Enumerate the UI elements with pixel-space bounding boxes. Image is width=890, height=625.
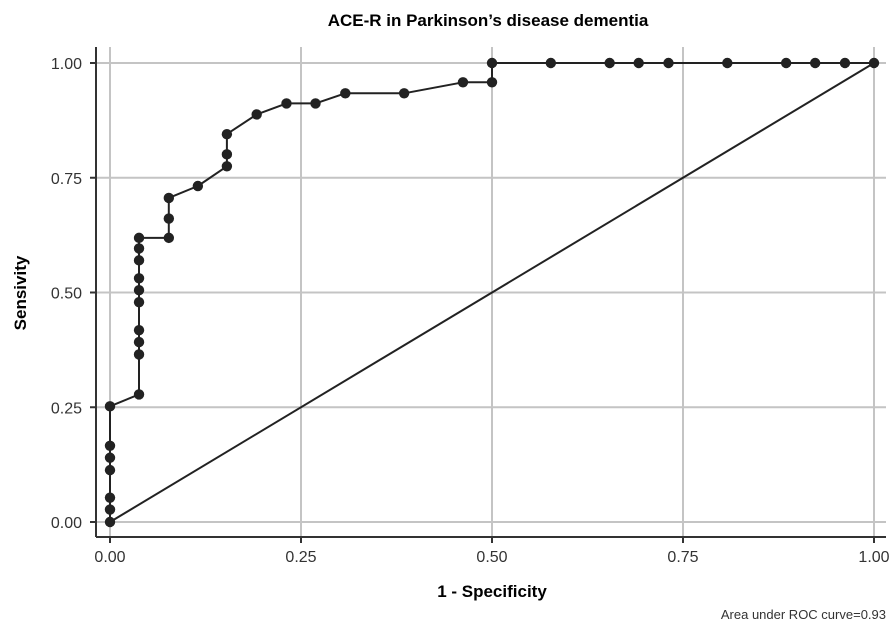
roc-point: [458, 77, 468, 87]
roc-point: [633, 58, 643, 68]
roc-point: [399, 88, 409, 98]
roc-point: [222, 149, 232, 159]
roc-point: [487, 77, 497, 87]
roc-point: [722, 58, 732, 68]
roc-point: [487, 58, 497, 68]
roc-point: [251, 109, 261, 119]
roc-point: [869, 58, 879, 68]
y-tick-label: 0.00: [51, 515, 82, 532]
roc-point: [134, 297, 144, 307]
roc-point: [164, 193, 174, 203]
y-tick-label: 0.25: [51, 400, 82, 417]
roc-point: [810, 58, 820, 68]
x-tick-label: 0.50: [476, 549, 507, 566]
roc-point: [164, 213, 174, 223]
roc-point: [134, 273, 144, 283]
roc-point: [105, 504, 115, 514]
y-axis-label: Sensivity: [11, 255, 30, 330]
y-tick-label: 0.50: [51, 286, 82, 303]
roc-point: [134, 255, 144, 265]
roc-point: [222, 129, 232, 139]
roc-point: [105, 492, 115, 502]
x-tick-labels: 0.00 0.25 0.50 0.75 1.00: [94, 549, 889, 566]
roc-point: [781, 58, 791, 68]
roc-point: [134, 285, 144, 295]
x-tick-label: 0.75: [667, 549, 698, 566]
roc-point: [134, 337, 144, 347]
x-tick-label: 1.00: [858, 549, 889, 566]
roc-point: [340, 88, 350, 98]
roc-point: [105, 401, 115, 411]
roc-point: [105, 517, 115, 527]
auc-annotation: Area under ROC curve=0.93: [721, 607, 886, 622]
chart-title: ACE-R in Parkinson’s disease dementia: [328, 11, 649, 30]
roc-point: [663, 58, 673, 68]
roc-point: [546, 58, 556, 68]
roc-point: [310, 98, 320, 108]
x-tick-label: 0.25: [285, 549, 316, 566]
roc-point: [105, 441, 115, 451]
roc-point: [134, 233, 144, 243]
roc-point: [134, 325, 144, 335]
y-tick-labels: 0.00 0.25 0.50 0.75 1.00: [51, 56, 82, 532]
roc-point: [134, 389, 144, 399]
roc-point: [604, 58, 614, 68]
roc-point: [281, 98, 291, 108]
roc-point: [134, 349, 144, 359]
x-tick-label: 0.00: [94, 549, 125, 566]
roc-point: [193, 181, 203, 191]
x-axis-label: 1 - Specificity: [437, 582, 547, 601]
roc-point: [222, 161, 232, 171]
y-tick-label: 0.75: [51, 171, 82, 188]
roc-point: [105, 465, 115, 475]
roc-point: [164, 233, 174, 243]
roc-point: [134, 243, 144, 253]
y-tick-label: 1.00: [51, 56, 82, 73]
roc-point: [105, 453, 115, 463]
roc-point: [840, 58, 850, 68]
